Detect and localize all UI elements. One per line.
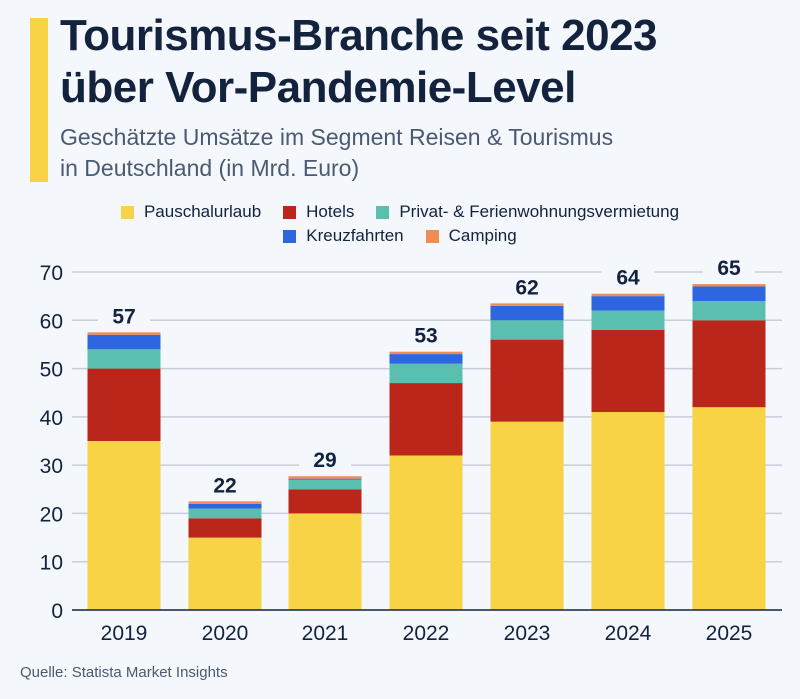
chart-subtitle: Geschätzte Umsätze im Segment Reisen & T…: [60, 122, 780, 184]
bar-segment-camping: [87, 332, 161, 335]
bar-total-label: 29: [313, 449, 336, 472]
bar-segment-pauschalurlaub: [692, 407, 766, 610]
legend-item-hotels: Hotels: [283, 200, 354, 224]
bar-segment-pauschalurlaub: [490, 421, 564, 610]
bar-total-label: 22: [213, 474, 236, 497]
y-tick-label: 0: [51, 600, 63, 623]
total-label-background: [400, 321, 452, 346]
bar-segment-privat-ferienwohnungsvermietung: [87, 349, 161, 369]
bar-segment-camping: [490, 303, 564, 306]
bar-segment-hotels: [389, 383, 463, 456]
bar-segment-kreuzfahrten: [591, 296, 665, 311]
legend-item-pauschalurlaub: Pauschalurlaub: [120, 200, 262, 224]
legend-swatch: [120, 205, 134, 219]
bar-total-label: 57: [112, 305, 135, 328]
bar-segment-kreuzfahrten: [389, 354, 463, 364]
legend-item-camping: Camping: [425, 224, 517, 248]
x-tick-label: 2022: [403, 622, 450, 645]
bar-segment-hotels: [87, 368, 161, 441]
bar-total-label: 65: [717, 257, 741, 280]
y-tick-label: 70: [40, 262, 63, 285]
y-tick-label: 40: [40, 407, 63, 430]
title-line-1: Tourismus-Branche seit 2023: [60, 11, 658, 60]
legend-item-kreuzfahrten: Kreuzfahrten: [283, 224, 404, 248]
legend-item-privat-ferienwohnung: Privat- & Ferienwohnungsvermietung: [376, 200, 679, 224]
bar-segment-camping: [288, 476, 362, 479]
bar-segment-pauschalurlaub: [87, 441, 161, 610]
subtitle-line-2: in Deutschland (in Mrd. Euro): [60, 155, 360, 181]
legend-swatch: [283, 205, 297, 219]
bar-segment-kreuzfahrten: [490, 305, 564, 321]
bar-segment-pauschalurlaub: [188, 537, 262, 610]
legend-swatch: [376, 205, 390, 219]
stacked-bar-chart: 0 10 20 30 40 50 60 70 57 2019 22 2020 29 2021 53 2022 6…: [40, 254, 782, 645]
bar-segment-camping: [188, 501, 262, 504]
legend-label: Hotels: [306, 202, 355, 221]
bar-segment-camping: [591, 293, 665, 297]
bar-segment-hotels: [692, 320, 766, 408]
bar-segment-hotels: [490, 339, 564, 422]
total-label-background: [703, 254, 755, 279]
total-label-background: [501, 273, 553, 298]
bar-segment-pauschalurlaub: [389, 455, 463, 610]
y-tick-label: 20: [40, 503, 63, 526]
legend-row-2: Kreuzfahrten Camping: [40, 224, 760, 248]
x-tick-label: 2024: [605, 622, 652, 645]
bar-segment-hotels: [288, 489, 362, 514]
total-label-background: [98, 302, 150, 327]
title-line-2: über Vor-Pandemie-Level: [60, 63, 576, 112]
legend-label: Camping: [448, 226, 517, 245]
bar-total-label: 62: [515, 276, 538, 299]
x-tick-label: 2020: [202, 622, 249, 645]
legend-swatch: [283, 229, 297, 243]
source-note: Quelle: Statista Market Insights: [20, 664, 228, 681]
legend-label: Privat- & Ferienwohnungsvermietung: [399, 202, 680, 221]
bar-segment-kreuzfahrten: [692, 286, 766, 301]
bar-segment-privat-ferienwohnungsvermietung: [490, 320, 564, 340]
legend-label: Pauschalurlaub: [143, 202, 262, 221]
legend-label: Kreuzfahrten: [306, 226, 404, 245]
x-tick-label: 2021: [302, 622, 349, 645]
y-tick-label: 60: [40, 310, 63, 333]
bar-segment-camping: [389, 351, 463, 355]
bar-segment-privat-ferienwohnungsvermietung: [692, 300, 766, 321]
y-tick-label: 50: [40, 359, 63, 382]
total-label-background: [602, 263, 654, 288]
bar-segment-kreuzfahrten: [288, 478, 362, 480]
subtitle-line-1: Geschätzte Umsätze im Segment Reisen & T…: [60, 124, 614, 150]
x-tick-label: 2025: [706, 622, 753, 645]
x-tick-label: 2019: [101, 622, 148, 645]
bar-segment-hotels: [188, 518, 262, 538]
bar-segment-privat-ferienwohnungsvermietung: [389, 363, 463, 384]
y-tick-label: 30: [40, 455, 63, 478]
title-accent-bar: [30, 18, 48, 182]
legend-swatch: [425, 229, 439, 243]
legend-row-1: Pauschalurlaub Hotels Privat- & Ferienwo…: [40, 200, 760, 224]
x-tick-label: 2023: [504, 622, 551, 645]
bar-segment-kreuzfahrten: [87, 334, 161, 350]
bar-total-label: 64: [616, 267, 640, 290]
total-label-background: [199, 471, 251, 496]
bar-segment-hotels: [591, 329, 665, 413]
bar-segment-privat-ferienwohnungsvermietung: [591, 310, 665, 330]
bar-segment-camping: [692, 284, 766, 287]
bar-segment-kreuzfahrten: [188, 503, 262, 509]
chart-title: Tourismus-Branche seit 2023 über Vor-Pan…: [60, 10, 780, 114]
total-label-background: [299, 446, 351, 471]
bar-segment-privat-ferienwohnungsvermietung: [288, 479, 362, 490]
bar-segment-pauschalurlaub: [591, 412, 665, 610]
legend: Pauschalurlaub Hotels Privat- & Ferienwo…: [40, 200, 760, 248]
bar-segment-privat-ferienwohnungsvermietung: [188, 508, 262, 519]
bar-segment-pauschalurlaub: [288, 513, 362, 610]
bar-total-label: 53: [414, 325, 437, 348]
y-tick-label: 10: [40, 552, 63, 575]
